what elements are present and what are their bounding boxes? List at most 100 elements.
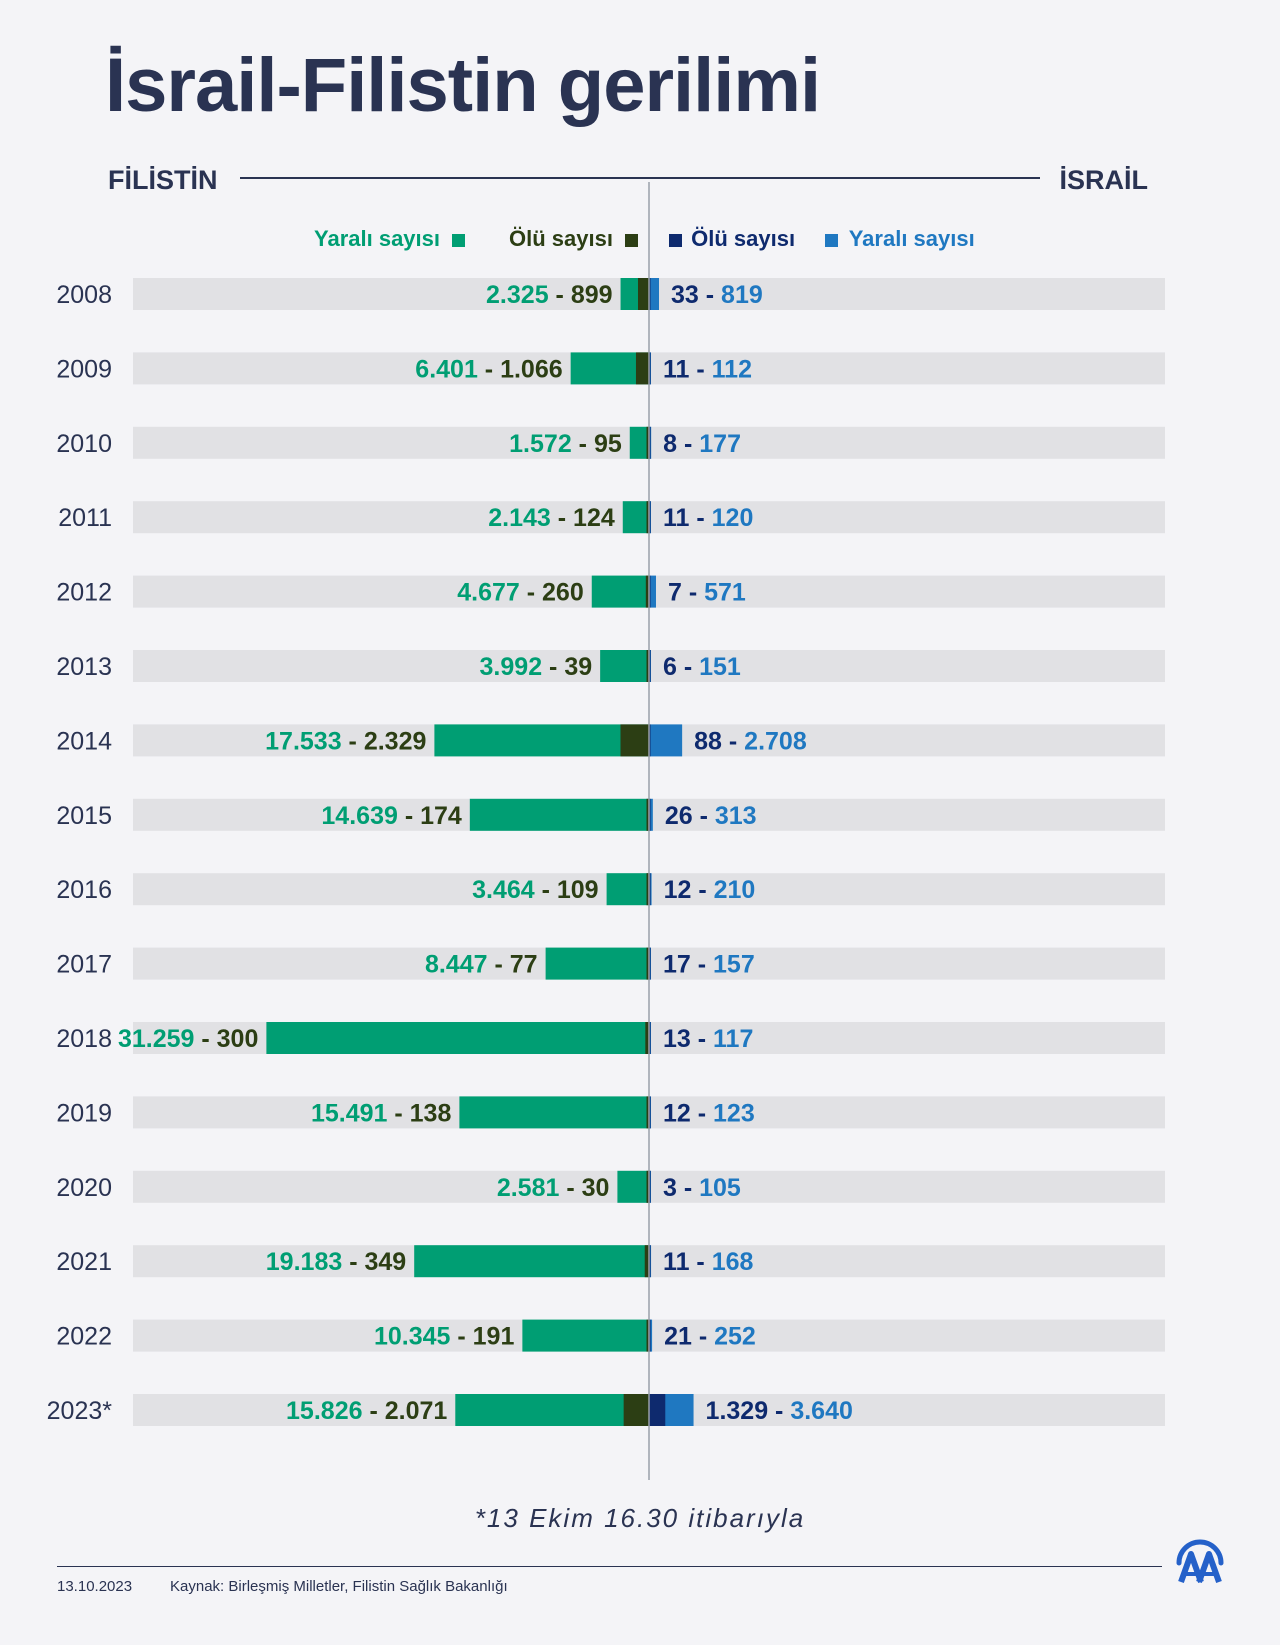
label-separator: - [692, 1323, 714, 1351]
label-separator: - [450, 1323, 472, 1351]
label-isr-values: 12 - 123 [663, 1099, 755, 1127]
label-separator: - [559, 1174, 581, 1202]
bar-pal-dead [635, 352, 649, 385]
year-label: 2009 [56, 355, 112, 383]
label-pal-values: 15.491 - 138 [311, 1099, 451, 1127]
year-label: 2012 [56, 579, 112, 607]
label-pal-dead: 899 [571, 281, 613, 309]
publish-date: 13.10.2023 [57, 1578, 133, 1595]
bar-pal-dead [644, 1245, 649, 1278]
label-separator: - [768, 1397, 790, 1425]
bar-isr-injured [649, 278, 660, 310]
label-pal-injured: 17.533 [265, 727, 341, 755]
label-separator: - [677, 430, 699, 458]
bar-pal-dead [646, 501, 649, 534]
label-isr-values: 3 - 105 [663, 1174, 741, 1202]
legend-isr-dead-label: Ölü sayısı [691, 226, 796, 251]
label-separator: - [478, 355, 500, 383]
legend-pal-injured-swatch [452, 233, 466, 247]
label-separator: - [682, 579, 704, 607]
label-pal-injured: 31.259 [118, 1025, 194, 1053]
year-label: 2021 [56, 1248, 112, 1276]
label-pal-values: 19.183 - 349 [266, 1248, 406, 1276]
label-pal-dead: 124 [573, 504, 615, 532]
label-isr-injured: 210 [714, 876, 756, 904]
year-label: 2008 [56, 281, 112, 309]
label-isr-injured: 2.708 [744, 727, 807, 755]
source-note: Kaynak: Birleşmiş Milletler, Filistin Sa… [170, 1578, 508, 1595]
bar-isr-injured [649, 798, 653, 831]
legend-pal-injured: Yaralı sayısı [314, 226, 466, 252]
label-pal-values: 2.581 - 30 [497, 1174, 610, 1202]
bar-pal-dead [645, 575, 649, 608]
label-separator: - [677, 653, 699, 681]
label-separator: - [693, 802, 715, 830]
bar-pal-injured [455, 1394, 649, 1426]
bar-isr-injured [649, 724, 683, 757]
bar-pal-injured [469, 798, 649, 831]
label-pal-injured: 2.581 [497, 1174, 560, 1202]
label-isr-dead: 33 [671, 281, 699, 309]
bar-pal-dead [646, 1170, 649, 1203]
label-pal-dead: 109 [557, 876, 599, 904]
label-separator: - [691, 951, 713, 979]
label-isr-values: 7 - 571 [668, 579, 746, 607]
label-separator: - [689, 1248, 711, 1276]
label-pal-values: 2.325 - 899 [486, 281, 613, 309]
bar-pal-injured [414, 1245, 649, 1278]
label-separator: - [689, 504, 711, 532]
bar-pal-injured [459, 1096, 649, 1129]
bar-pal-dead [646, 650, 649, 682]
label-separator: - [722, 727, 744, 755]
label-pal-dead: 95 [594, 430, 622, 458]
label-separator: - [691, 1099, 713, 1127]
label-isr-values: 13 - 117 [663, 1025, 753, 1053]
legend-isr-injured-swatch [825, 233, 838, 247]
side-label-israel: İSRAİL [1059, 165, 1148, 195]
label-isr-injured: 151 [699, 653, 741, 681]
legend-pal-dead-label: Ölü sayısı [509, 226, 613, 251]
agency-logo-icon [1176, 1539, 1224, 1584]
label-separator: - [689, 355, 711, 383]
label-pal-dead: 1.066 [500, 355, 563, 383]
bar-pal-injured [545, 947, 649, 980]
label-separator: - [520, 579, 542, 607]
label-isr-dead: 88 [694, 727, 722, 755]
label-isr-values: 17 - 157 [663, 951, 755, 979]
label-pal-injured: 15.491 [311, 1099, 388, 1127]
label-separator: - [551, 504, 573, 532]
label-pal-values: 17.533 - 2.329 [265, 727, 426, 755]
legend-isr-dead-swatch [669, 233, 682, 247]
bar-pal-dead [646, 1319, 649, 1352]
year-label: 2014 [56, 727, 112, 755]
label-isr-values: 11 - 120 [663, 504, 753, 532]
label-isr-dead: 6 [663, 653, 677, 681]
label-isr-injured: 177 [699, 430, 741, 458]
label-pal-values: 2.143 - 124 [488, 504, 615, 532]
footnote: *13 Ekim 16.30 itibarıyla [474, 1503, 806, 1533]
label-isr-values: 21 - 252 [664, 1323, 756, 1351]
label-pal-dead: 77 [510, 951, 538, 979]
side-label-palestine: FİLİSTİN [108, 165, 218, 195]
legend-pal-dead: Ölü sayısı [509, 226, 639, 252]
bar-pal-injured [617, 1170, 649, 1203]
label-isr-values: 88 - 2.708 [694, 727, 807, 755]
label-isr-dead: 26 [665, 802, 693, 830]
label-separator: - [342, 727, 364, 755]
bar-pal-dead [623, 1394, 649, 1426]
year-label: 2016 [56, 876, 112, 904]
label-pal-injured: 2.325 [486, 281, 549, 309]
label-pal-dead: 2.071 [385, 1397, 448, 1425]
label-separator: - [387, 1099, 409, 1127]
label-isr-injured: 157 [713, 951, 755, 979]
label-separator: - [691, 1025, 713, 1053]
year-label: 2013 [56, 653, 112, 681]
bar-pal-dead [646, 1096, 649, 1129]
label-pal-values: 8.447 - 77 [425, 951, 538, 979]
label-pal-dead: 260 [542, 579, 584, 607]
bar-pal-dead [646, 426, 649, 459]
label-isr-values: 11 - 112 [663, 355, 752, 383]
label-separator: - [677, 1174, 699, 1202]
label-isr-injured: 105 [699, 1174, 741, 1202]
label-pal-dead: 191 [473, 1323, 515, 1351]
